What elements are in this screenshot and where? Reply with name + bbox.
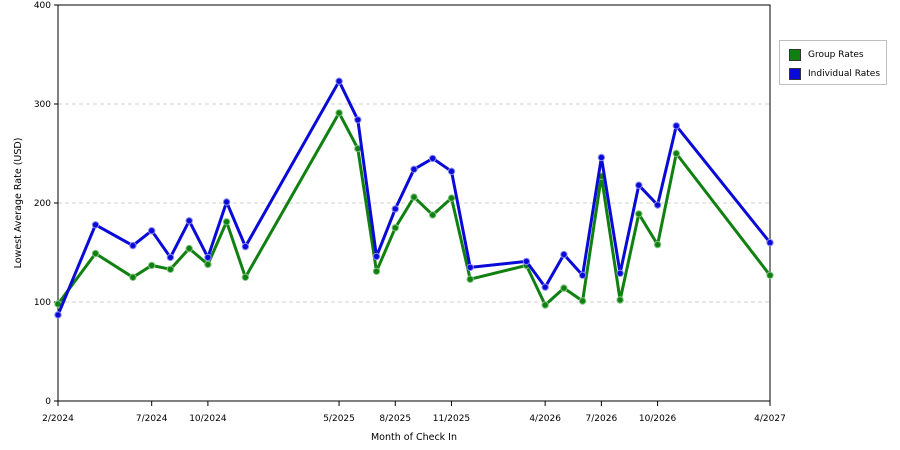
legend-label-group-rates: Group Rates (808, 50, 864, 60)
data-point-individual-rates (335, 77, 343, 85)
data-point-individual-rates (447, 167, 456, 176)
y-tick-label: 0 (45, 397, 51, 407)
data-point-group-rates (541, 301, 549, 309)
x-axis-title: Month of Check In (371, 432, 457, 443)
data-point-group-rates (766, 271, 774, 279)
data-point-individual-rates (129, 241, 137, 250)
data-point-individual-rates (222, 198, 231, 206)
x-tick-label: 2/2024 (42, 414, 74, 424)
data-point-group-rates (578, 297, 587, 305)
data-point-individual-rates (54, 311, 62, 319)
x-tick-label: 5/2025 (323, 414, 355, 424)
y-axis-title: Lowest Average Rate (USD) (13, 138, 24, 269)
data-point-group-rates (335, 109, 343, 117)
legend-swatch-individual-rates (789, 68, 801, 80)
data-point-group-rates (635, 210, 643, 218)
x-tick-label: 11/2025 (433, 414, 470, 424)
data-point-individual-rates (391, 205, 399, 213)
data-point-group-rates (410, 193, 418, 201)
legend-swatch-group-rates (789, 49, 801, 61)
grid-lines (58, 103, 770, 303)
data-point-group-rates (204, 260, 212, 269)
data-point-group-rates (653, 240, 662, 249)
data-point-group-rates (148, 261, 156, 270)
data-point-individual-rates (541, 283, 549, 291)
data-point-individual-rates (354, 116, 362, 124)
series-lines (54, 77, 774, 319)
data-point-group-rates (222, 218, 231, 226)
data-point-individual-rates (185, 217, 193, 225)
data-point-individual-rates (241, 242, 250, 251)
x-tick-label: 10/2026 (639, 414, 677, 424)
data-point-individual-rates (635, 181, 643, 189)
y-tick-label: 300 (34, 100, 51, 110)
legend-item-individual-rates: Individual Rates (789, 67, 880, 81)
data-point-individual-rates (372, 252, 381, 261)
data-point-individual-rates (148, 227, 156, 235)
legend-label-individual-rates: Individual Rates (808, 69, 881, 79)
data-point-group-rates (185, 244, 193, 253)
data-point-individual-rates (522, 257, 531, 266)
data-point-individual-rates (466, 263, 474, 272)
y-tick-label: 400 (34, 1, 51, 11)
y-axis-ticks: 0 100 200 300 400 (34, 1, 58, 407)
data-point-individual-rates (410, 165, 418, 174)
data-point-individual-rates (429, 154, 437, 163)
x-tick-label: 10/2024 (189, 414, 227, 424)
data-point-individual-rates (560, 250, 568, 259)
x-tick-label: 4/2026 (529, 414, 561, 424)
y-tick-label: 200 (34, 199, 51, 209)
data-point-group-rates (560, 284, 568, 292)
data-point-group-rates (166, 265, 175, 273)
data-point-individual-rates (616, 269, 624, 277)
data-point-group-rates (129, 273, 137, 281)
data-point-group-rates (429, 211, 437, 219)
data-point-individual-rates (672, 122, 680, 130)
legend: Group Rates Individual Rates (779, 40, 887, 85)
x-tick-label: 7/2024 (136, 414, 168, 424)
legend-item-group-rates: Group Rates (789, 48, 864, 62)
y-tick-label: 100 (34, 298, 51, 308)
data-point-individual-rates (204, 253, 212, 262)
x-tick-label: 7/2026 (586, 414, 618, 424)
data-point-individual-rates (91, 221, 100, 229)
data-point-group-rates (241, 273, 250, 281)
data-point-individual-rates (578, 271, 587, 279)
data-point-group-rates (616, 296, 624, 304)
x-axis-ticks: 2/2024 7/2024 10/2024 5/2025 8/2025 11/2025 4/… (42, 401, 786, 424)
data-point-group-rates (372, 267, 381, 275)
data-point-group-rates (391, 224, 399, 232)
data-point-group-rates (466, 275, 474, 283)
data-point-group-rates (91, 249, 100, 258)
x-tick-label: 4/2027 (754, 414, 786, 424)
data-point-individual-rates (653, 201, 662, 209)
data-point-individual-rates (766, 238, 774, 247)
data-point-individual-rates (166, 253, 175, 262)
series-line-group-rates (56, 111, 772, 307)
data-point-group-rates (447, 194, 456, 202)
data-point-group-rates (672, 149, 680, 158)
data-point-individual-rates (597, 153, 606, 162)
x-tick-label: 8/2025 (379, 414, 411, 424)
